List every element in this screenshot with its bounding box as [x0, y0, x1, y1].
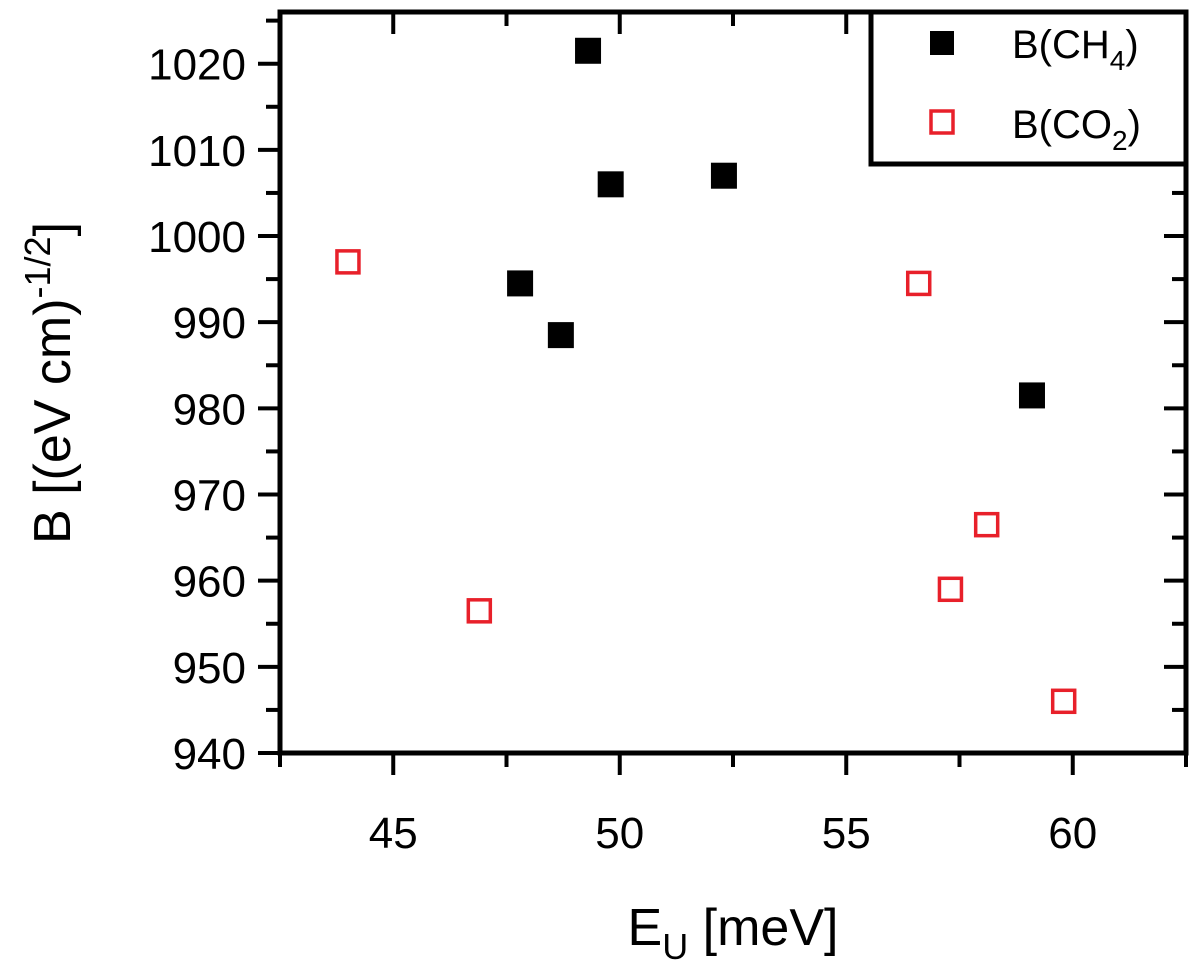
data-point-ch4 [547, 322, 574, 349]
data-point-co2 [905, 270, 932, 297]
legend-marker-ch4 [930, 31, 954, 55]
data-point-co2 [973, 511, 1000, 538]
legend: B(CH4) B(CO2) [868, 9, 1189, 167]
x-tick-label: 55 [822, 809, 871, 858]
y-tick-label: 990 [173, 299, 246, 348]
y-tick-label: 1020 [148, 41, 246, 90]
y-tick-label: 940 [173, 730, 246, 779]
x-tick-label: 50 [595, 809, 644, 858]
legend-label-co2: B(CO2) [1012, 103, 1141, 156]
data-point-ch4 [575, 37, 602, 64]
y-tick-label: 1000 [148, 213, 246, 262]
data-point-co2 [466, 598, 493, 624]
data-point-co2 [335, 249, 361, 275]
data-point-ch4 [1018, 382, 1045, 409]
tick-labels: 45 50 55 60 940 950 960 970 980 990 1000 1010 1020 [148, 41, 1097, 858]
x-axis-title: EU [meV] [628, 899, 839, 967]
data-point-co2 [937, 576, 964, 603]
legend-box [868, 9, 1189, 167]
y-tick-label: 950 [173, 644, 246, 693]
data-points [335, 37, 1077, 715]
data-point-ch4 [597, 171, 624, 198]
data-point-ch4 [710, 162, 737, 189]
legend-label-ch4: B(CH4) [1012, 23, 1139, 76]
y-tick-label: 960 [173, 558, 246, 607]
x-tick-label: 45 [369, 809, 418, 858]
y-tick-label: 980 [173, 385, 246, 434]
plot-frame [277, 9, 1189, 756]
y-tick-label: 1010 [148, 127, 246, 176]
y-tick-label: 970 [173, 472, 246, 521]
data-point-ch4 [507, 270, 534, 297]
legend-marker-co2 [929, 109, 955, 135]
data-point-co2 [1050, 688, 1077, 715]
x-tick-label: 60 [1048, 809, 1097, 858]
y-axis-title: B [(eV cm)-1/2] [17, 222, 82, 544]
